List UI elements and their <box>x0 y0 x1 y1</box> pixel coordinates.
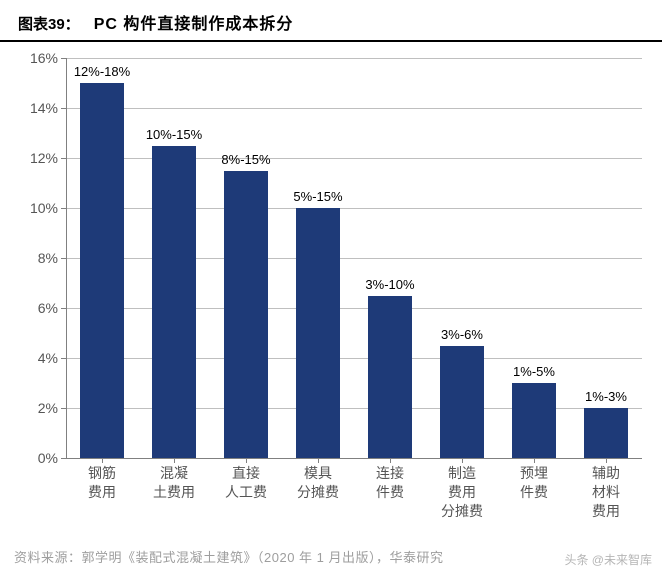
x-tick-mark <box>246 458 247 463</box>
chart-area: 0% 2% 4% 6% 8% 10% 12% 14% 16% 12%-18% 钢筋费用 10%-15%… <box>0 40 662 520</box>
y-axis-label: 2% <box>0 400 58 416</box>
watermark: 头条 @未来智库 <box>564 551 652 568</box>
bar <box>440 346 485 459</box>
bar <box>152 146 197 459</box>
x-axis-label: 辅助材料费用 <box>582 464 630 521</box>
x-tick-mark <box>534 458 535 463</box>
bar <box>584 408 629 458</box>
bar-data-label: 10%-15% <box>134 127 214 142</box>
bar <box>368 296 413 459</box>
x-tick-mark <box>462 458 463 463</box>
x-tick-mark <box>390 458 391 463</box>
x-tick-mark <box>102 458 103 463</box>
bar <box>80 83 125 458</box>
x-axis <box>66 458 642 459</box>
y-axis <box>66 58 67 458</box>
bar-data-label: 8%-15% <box>206 152 286 167</box>
bar-data-label: 3%-10% <box>350 277 430 292</box>
bar <box>296 208 341 458</box>
x-tick-mark <box>174 458 175 463</box>
figure-title: PC 构件直接制作成本拆分 <box>94 10 294 34</box>
figure-container: 图表39： PC 构件直接制作成本拆分 0% 2% 4% 6% 8% 10% 12% 14% 1… <box>0 0 662 572</box>
x-axis-label: 模具分摊费 <box>294 464 342 502</box>
bar-data-label: 1%-5% <box>494 364 574 379</box>
bar-data-label: 12%-18% <box>62 64 142 79</box>
title-bar: 图表39： PC 构件直接制作成本拆分 <box>0 0 662 42</box>
bar <box>512 383 557 458</box>
plot-region: 0%2%4%6%8%10%12%14%16%12%-18%钢筋费用10%-15%… <box>66 58 642 458</box>
gridline <box>66 58 642 59</box>
x-axis-label: 连接件费 <box>366 464 414 502</box>
y-axis-label: 4% <box>0 350 58 366</box>
y-axis-label: 8% <box>0 250 58 266</box>
y-axis-label: 12% <box>0 150 58 166</box>
x-tick-mark <box>318 458 319 463</box>
y-axis-label: 10% <box>0 200 58 216</box>
x-axis-label: 制造费用分摊费 <box>438 464 486 521</box>
source-citation: 资料来源：郭学明《装配式混凝土建筑》（2020 年 1 月出版），华泰研究 <box>14 547 444 566</box>
gridline <box>66 108 642 109</box>
y-axis-label: 6% <box>0 300 58 316</box>
bar-data-label: 5%-15% <box>278 189 358 204</box>
x-axis-label: 预埋件费 <box>510 464 558 502</box>
y-axis-label: 14% <box>0 100 58 116</box>
y-axis-label: 0% <box>0 450 58 466</box>
figure-number: 图表39： <box>18 13 80 34</box>
y-axis-label: 16% <box>0 50 58 66</box>
bar-data-label: 3%-6% <box>422 327 502 342</box>
x-axis-label: 钢筋费用 <box>78 464 126 502</box>
x-axis-label: 混凝土费用 <box>150 464 198 502</box>
bar-data-label: 1%-3% <box>566 389 646 404</box>
x-tick-mark <box>606 458 607 463</box>
bar <box>224 171 269 459</box>
x-axis-label: 直接人工费 <box>222 464 270 502</box>
